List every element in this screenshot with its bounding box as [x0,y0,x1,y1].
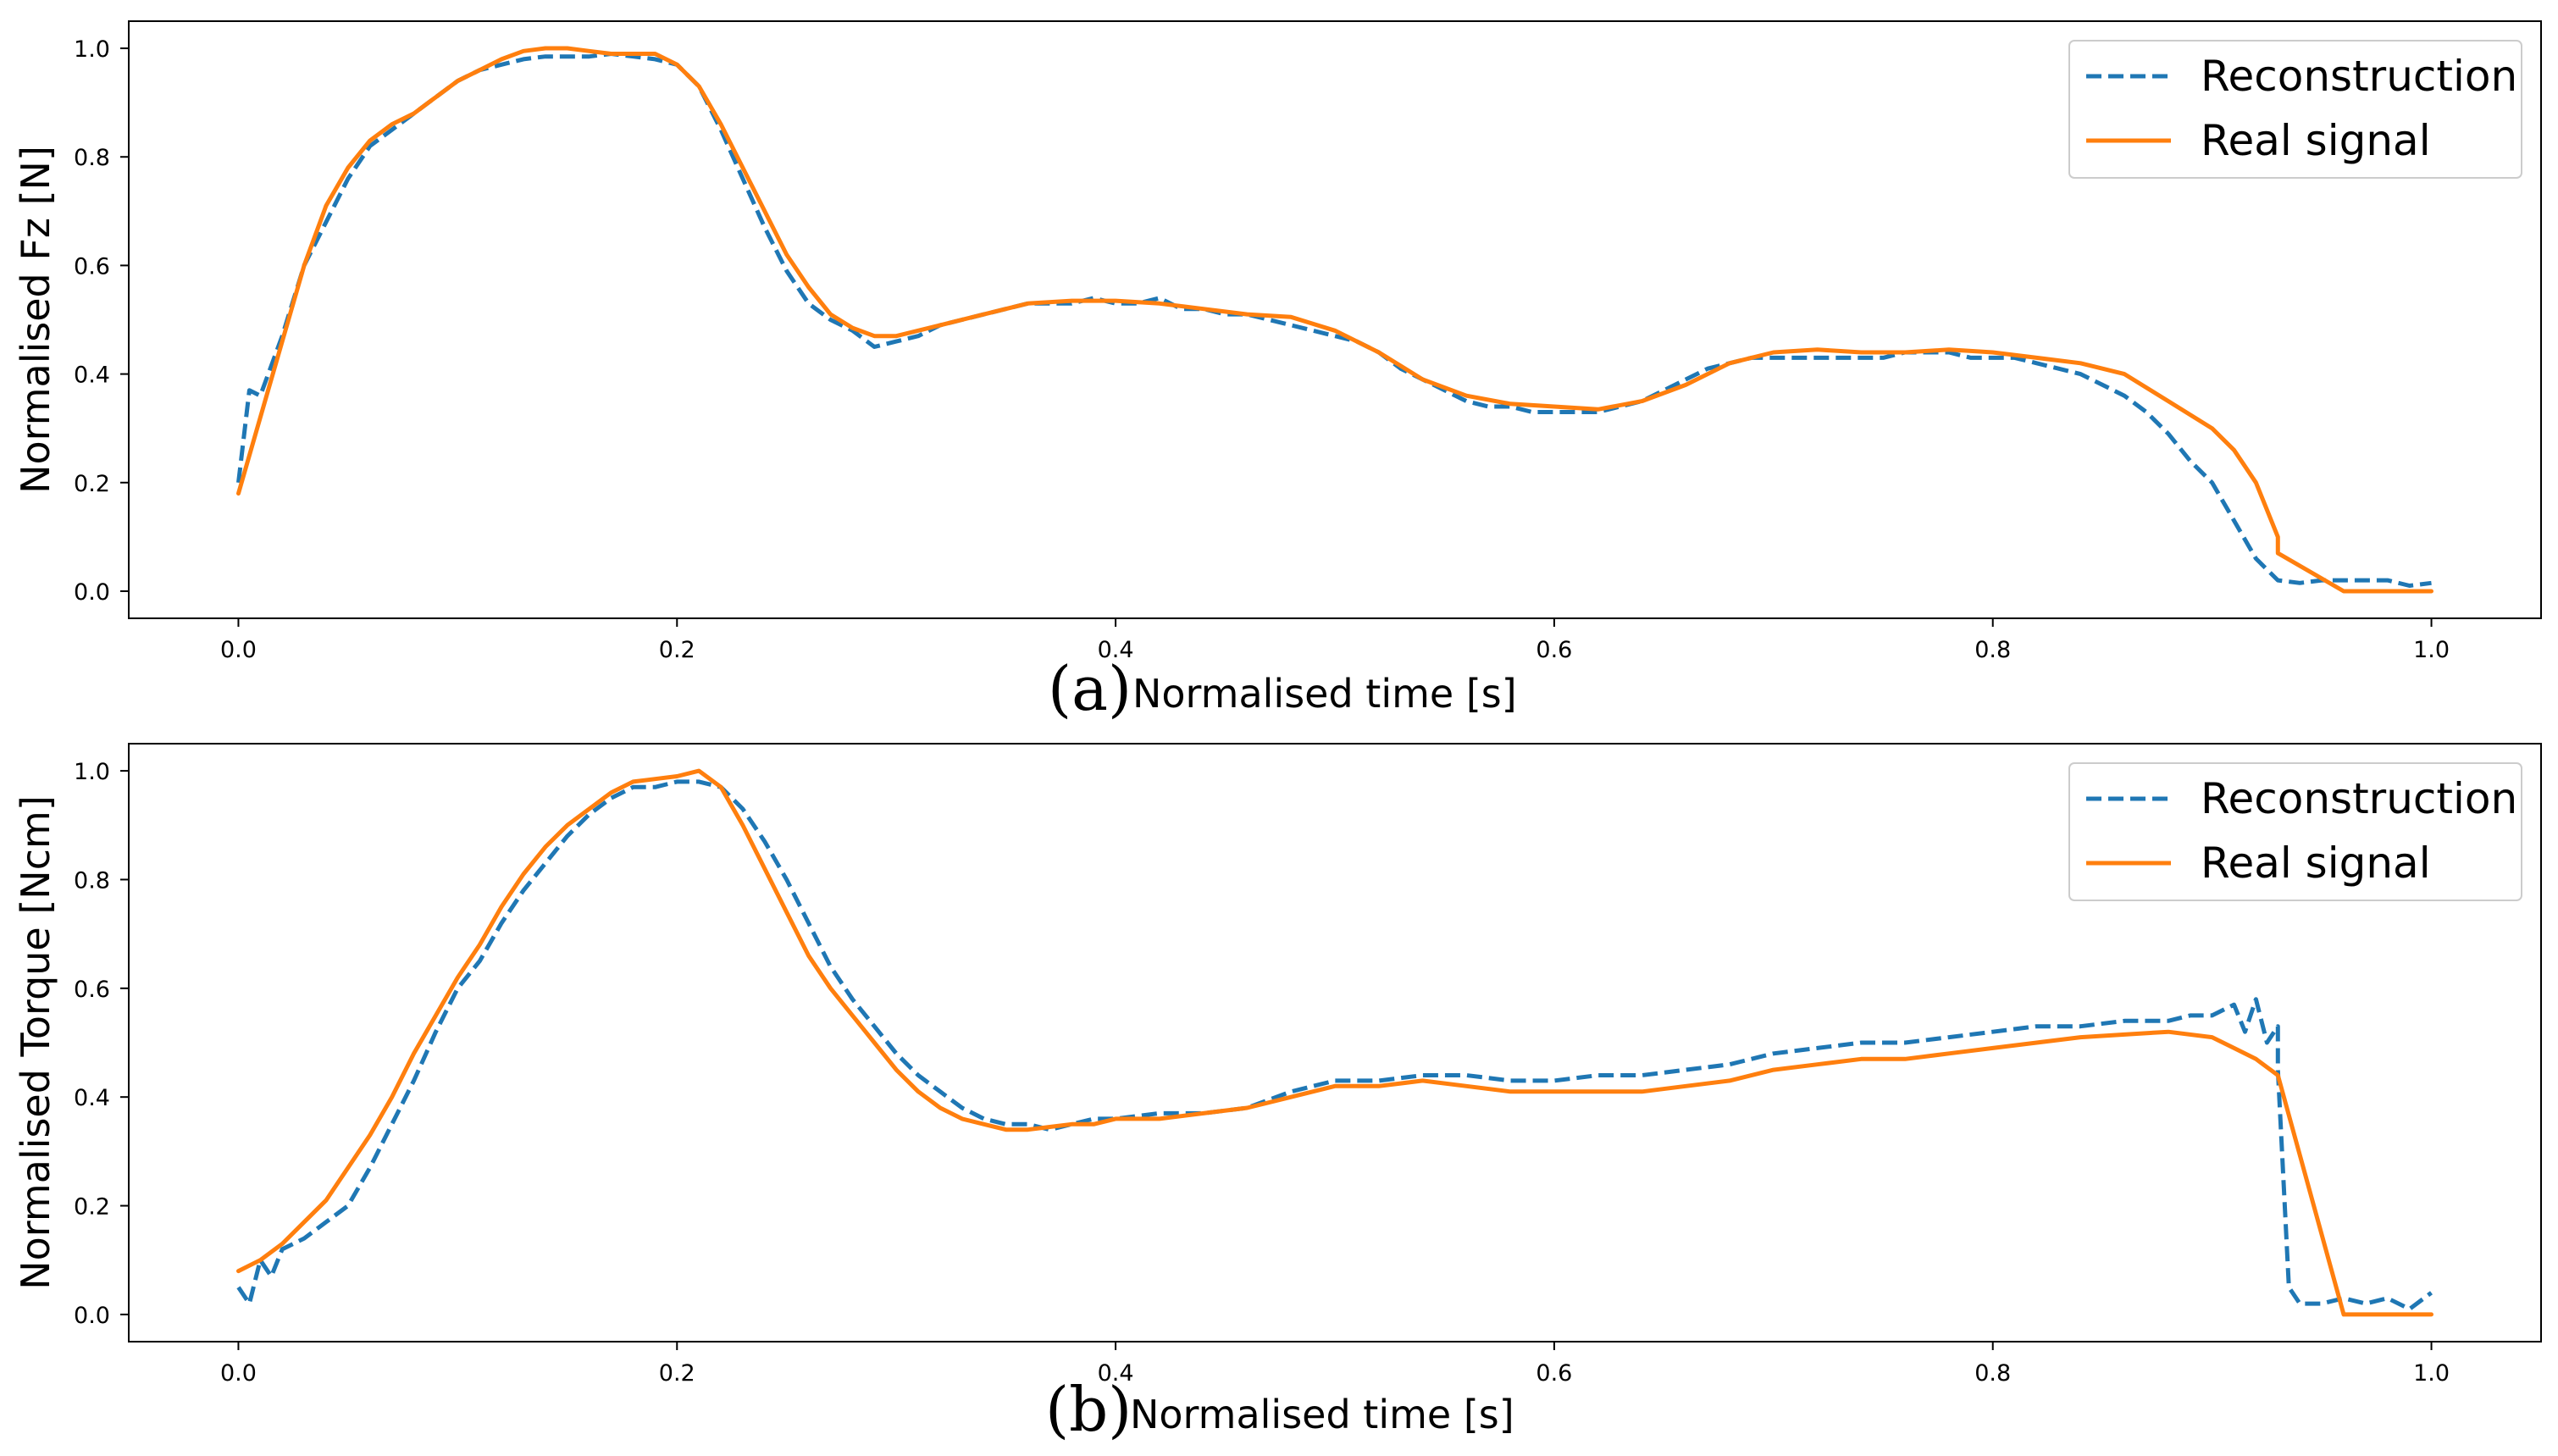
series-group [236,46,2433,594]
x-tick-label: 0.6 [1536,1360,1572,1387]
x-tick-label: 0.0 [220,1360,257,1387]
panel-label: (a) [1048,653,1132,724]
y-tick-label: 0.8 [74,867,110,894]
legend: Reconstruction Real signal [2068,40,2522,179]
legend-box [2068,762,2522,901]
x-tick-label: 0.2 [659,1360,695,1387]
y-tick-label: 1.0 [74,36,110,63]
y-tick-label: 1.0 [74,759,110,785]
x-tick-label: 0.2 [659,637,695,663]
y-tick-label: 0.0 [74,1303,110,1329]
legend-label: Reconstruction [2201,774,2517,823]
chart-panel-a: 0.0 0.2 0.4 0.6 0.8 1.0 0.0 0.2 0.4 0.6 0.8 1.0 Norm… [13,20,2542,724]
chart-panel-b: 0.0 0.2 0.4 0.6 0.8 1.0 0.0 0.2 0.4 0.6 0.8 1.0 Norm… [13,743,2542,1445]
x-tick-label: 0.8 [1974,1360,2011,1387]
legend-label: Reconstruction [2201,52,2517,101]
y-tick-label: 0.6 [74,253,110,280]
y-axis-title: Normalised Torque [Ncm] [13,795,58,1290]
y-tick-label: 0.2 [74,1194,110,1221]
x-tick-label: 1.0 [2413,1360,2450,1387]
x-axis-title: Normalised time [s] [1130,1392,1514,1437]
y-tick-label: 0.4 [74,363,110,389]
x-tick-label: 0.4 [1098,637,1134,663]
legend-label: Real signal [2201,839,2431,888]
series-line-reconstruction [236,52,2432,588]
y-tick-label: 0.6 [74,977,110,1003]
y-axis-title: Normalised Fz [N] [13,146,58,494]
series-line-real-signal [236,46,2433,594]
series-line-reconstruction [236,779,2433,1311]
x-tick-label: 0.6 [1536,637,1572,663]
x-tick-label: 0.4 [1098,1360,1134,1387]
y-tick-label: 0.0 [74,579,110,606]
y-tick-label: 0.4 [74,1085,110,1111]
y-tick-label: 0.2 [74,471,110,497]
legend-label: Real signal [2201,116,2431,165]
series-group [236,768,2433,1317]
legend: Reconstruction Real signal [2068,762,2522,901]
panel-label: (b) [1045,1374,1132,1445]
x-axis-title: Normalised time [s] [1132,671,1517,717]
x-tick-label: 1.0 [2413,637,2450,663]
x-tick-label: 0.8 [1974,637,2011,663]
y-tick-label: 0.8 [74,145,110,171]
x-tick-label: 0.0 [220,637,257,663]
legend-box [2068,40,2522,179]
series-line-real-signal [236,768,2433,1317]
